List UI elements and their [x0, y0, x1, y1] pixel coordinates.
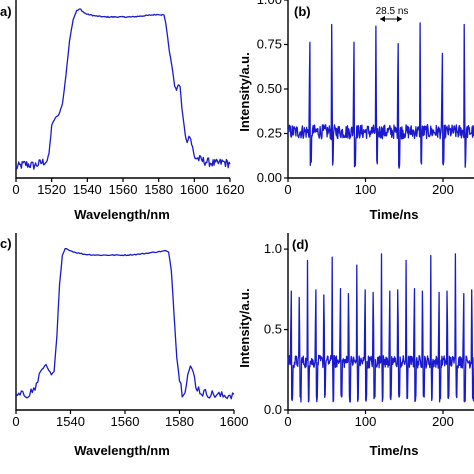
panel-c-label: c): [0, 236, 12, 251]
x-tick-label: 1540: [56, 414, 85, 429]
panel-a-xlabel: Wavelength/nm: [74, 207, 170, 222]
panel-a-label: a): [0, 4, 12, 19]
period-annotation: 28.5 ns: [376, 6, 409, 22]
y-tick-label: 0.25: [257, 126, 282, 141]
x-tick-label: 100: [355, 182, 377, 197]
x-tick-label: 1560: [111, 414, 140, 429]
y-tick-label: 1.0: [264, 241, 282, 256]
panel-d-pulse-train-line: [287, 253, 474, 403]
x-tick-label: 0: [284, 414, 291, 429]
x-tick-label: 0: [12, 182, 19, 197]
x-tick-label: 200: [432, 414, 454, 429]
x-tick-label: 1600: [180, 182, 209, 197]
x-tick-label: 1520: [37, 182, 66, 197]
panel-c-xlabel: Wavelength/nm: [74, 443, 170, 458]
panel-a-axes: [15, 0, 230, 179]
panel-b-xlabel: Time/ns: [370, 207, 419, 222]
panel-a-ticks: 0 1520 1540 1560 1580 1600 1620: [12, 178, 244, 197]
period-arrowheads: [380, 16, 402, 22]
panel-c-ticks: 0 1540 1560 1580 1600: [12, 410, 248, 429]
panel-b-ylabel: Intensity/a.u.: [237, 52, 252, 131]
y-tick-label: 0.0: [264, 402, 282, 417]
x-tick-label: 200: [432, 182, 454, 197]
panel-b-label: (b): [294, 4, 311, 19]
panel-a: 0 1520 1540 1560 1580 1600 1620 a) Wavelength/…: [0, 0, 244, 222]
panel-d-ylabel: Intensity/a.u.: [237, 288, 252, 367]
panel-c-axes: [15, 233, 234, 411]
panel-c-spectrum-line: [15, 247, 235, 400]
y-tick-label: 0.75: [257, 37, 282, 52]
x-tick-label: 1580: [165, 414, 194, 429]
y-tick-label: 0.5: [264, 322, 282, 337]
y-tick-label: 0.00: [257, 170, 282, 185]
panel-d-xlabel: Time/ns: [370, 443, 419, 458]
panel-d-ticks: 0 100 200 0.0 0.5 1.0: [264, 241, 454, 429]
panel-c: 0 1540 1560 1580 1600 c) Wavelength/nm: [0, 233, 248, 458]
panel-a-spectrum-line: [15, 8, 231, 170]
panel-b-axes: [287, 0, 474, 179]
panel-d: 0 100 200 0.0 0.5 1.0 (d) Time/ns Intensity/a…: [237, 233, 474, 458]
x-tick-label: 0: [284, 182, 291, 197]
x-tick-label: 1620: [216, 182, 245, 197]
y-tick-label: 0.50: [257, 81, 282, 96]
x-tick-label: 100: [355, 414, 377, 429]
panel-b-ticks: 0 100 200 0.00 0.25 0.50 0.75 1.00: [257, 0, 454, 197]
period-annotation-text: 28.5 ns: [376, 6, 409, 17]
panel-b-pulse-train-line: [287, 22, 474, 169]
x-tick-label: 0: [12, 414, 19, 429]
panel-d-label: (d): [292, 237, 309, 252]
x-tick-label: 1560: [109, 182, 138, 197]
y-tick-label: 1.00: [257, 0, 282, 7]
x-tick-label: 1540: [73, 182, 102, 197]
x-tick-label: 1600: [220, 414, 249, 429]
x-tick-label: 1580: [144, 182, 173, 197]
